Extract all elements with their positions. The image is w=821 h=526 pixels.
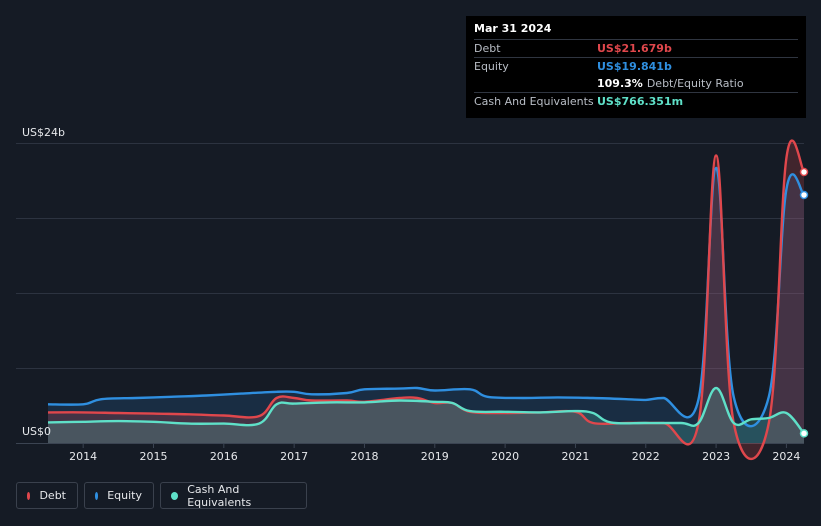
tooltip-ratio-row: 109.3% Debt/Equity Ratio: [474, 75, 798, 92]
x-tick-label-2014: 2014: [69, 450, 97, 463]
legend-debt-dot: [27, 491, 31, 500]
legend-cash-dot: [171, 491, 179, 500]
tooltip-debt-label: Debt: [474, 42, 501, 55]
x-tick-label-2021: 2021: [561, 450, 589, 463]
chart-end-markers: [799, 167, 809, 438]
x-tick-label-2017: 2017: [280, 450, 308, 463]
x-axis: 2014 2015 2016 2017 2018 2019 2020 2021 2022 2023…: [69, 443, 800, 463]
chart-areas: [48, 140, 804, 459]
x-tick-label-2024: 2024: [772, 450, 800, 463]
tooltip-equity-row: Equity US$19.841b: [474, 57, 798, 75]
legend-item-cash[interactable]: Cash And Equivalents: [160, 482, 307, 509]
x-tick-label-2019: 2019: [421, 450, 449, 463]
tooltip-cash-value: US$766.351m: [597, 95, 684, 108]
equity-line: [47, 166, 805, 428]
x-tick-label-2020: 2020: [491, 450, 519, 463]
cash-area: [48, 388, 804, 443]
chart-grid: [16, 143, 804, 444]
tooltip-cash-label: Cash And Equivalents: [474, 95, 594, 108]
legend-debt-label: Debt: [39, 489, 66, 502]
tooltip-debt-row: Debt US$21.679b: [474, 39, 798, 57]
tooltip-ratio-label: Debt/Equity Ratio: [646, 77, 744, 90]
tooltip-equity-value: US$19.841b: [597, 60, 672, 73]
x-tick-label-2018: 2018: [350, 450, 378, 463]
chart-legend: Debt Equity Cash And Equivalents: [16, 482, 307, 509]
cash-line: [47, 386, 805, 435]
chart-lines: [47, 139, 806, 460]
tooltip-cash-row: Cash And Equivalents US$766.351m: [474, 92, 798, 110]
legend-cash-label: Cash And Equivalents: [187, 482, 252, 509]
cash-end-marker: [799, 429, 809, 438]
tooltip-debt-value: US$21.679b: [597, 42, 672, 55]
chart-tooltip: Mar 31 2024 Debt US$21.679b Equity US$19…: [466, 16, 806, 118]
tooltip-date: Mar 31 2024: [474, 22, 552, 35]
x-tick-label-2023: 2023: [702, 450, 730, 463]
legend-equity-dot: [95, 491, 99, 500]
equity-end-marker: [799, 190, 809, 200]
legend-item-equity[interactable]: Equity: [84, 482, 154, 509]
debt-area: [48, 140, 804, 459]
legend-item-debt[interactable]: Debt: [16, 482, 78, 509]
x-tick-label-2022: 2022: [632, 450, 660, 463]
legend-equity-label: Equity: [107, 489, 142, 502]
x-tick-label-2016: 2016: [210, 450, 238, 463]
y-axis-top-label: US$24b: [22, 126, 65, 139]
x-tick-label-2015: 2015: [139, 450, 167, 463]
tooltip-equity-label: Equity: [474, 60, 509, 73]
debt-end-marker: [799, 167, 809, 177]
y-axis-bottom-label: US$0: [22, 425, 51, 438]
tooltip-ratio-value: 109.3%: [597, 77, 643, 90]
